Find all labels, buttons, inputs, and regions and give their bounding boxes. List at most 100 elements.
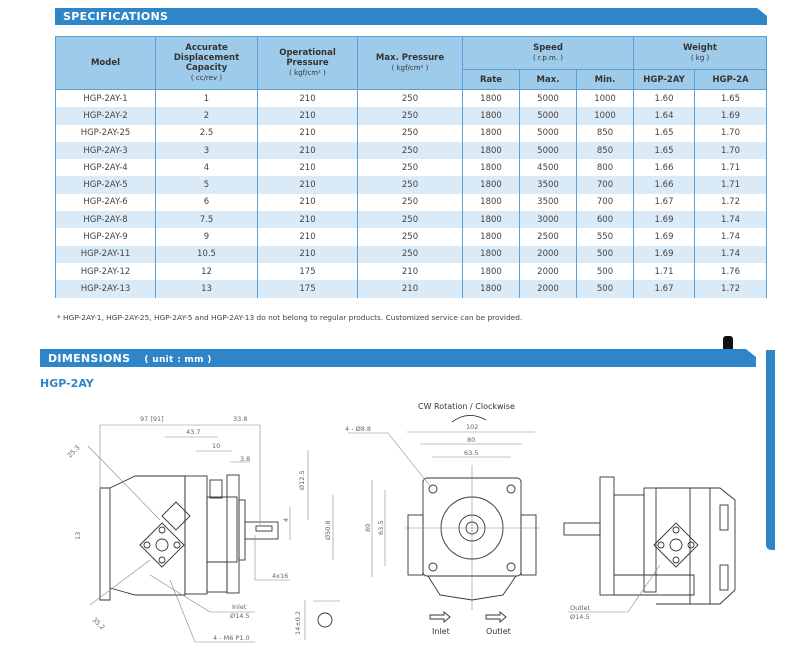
cell-rate: 1800 [462, 280, 520, 298]
cell-min-speed: 600 [575, 211, 635, 229]
cell-displacement: 13 [155, 280, 258, 298]
dimension-label: 4 - M6 P1.0 [213, 634, 250, 642]
header-rate: Rate [462, 69, 520, 90]
cell-weight-2ay: 1.64 [633, 107, 696, 125]
rotation-label: CW Rotation / Clockwise [418, 402, 515, 411]
cell-op-pressure: 210 [257, 141, 358, 160]
dimension-label: 80 [364, 524, 372, 532]
dimension-label: 63.5 [464, 449, 478, 457]
cell-displacement: 5 [155, 176, 258, 194]
cell-max-pressure: 250 [357, 107, 463, 125]
cell-op-pressure: 210 [257, 176, 358, 194]
cell-op-pressure: 210 [257, 245, 358, 263]
dimensions-title: DIMENSIONS [48, 352, 131, 365]
cell-min-speed: 500 [575, 245, 635, 263]
cell-weight-2a: 1.76 [694, 262, 768, 281]
cell-displacement: 10.5 [155, 245, 258, 263]
header-speed: Speed( r.p.m. ) [461, 36, 635, 70]
specifications-table: Model Accurate Displacement Capacity( cc… [55, 36, 768, 298]
cell-min-speed: 1000 [575, 89, 635, 108]
cell-displacement: 2 [155, 107, 258, 125]
outlet-arrow-icon [485, 611, 507, 623]
table-row: HGP-2AY-2 2 210 250 1800 5000 1000 1.64 1.69 [55, 107, 768, 125]
table-row: HGP-2AY-13 13 175 210 1800 2000 500 1.67 1.72 [55, 280, 768, 298]
dimension-label: Inlet [232, 603, 247, 611]
specifications-header: SPECIFICATIONS [55, 8, 767, 25]
cell-rate: 1800 [462, 245, 520, 263]
cell-displacement: 3 [155, 141, 258, 160]
dimension-label: Outlet [570, 604, 591, 612]
cell-weight-2a: 1.65 [694, 89, 768, 108]
cell-model: HGP-2AY-8 [55, 211, 156, 229]
header-weight: Weight( kg ) [633, 36, 768, 70]
dimension-label: 4x16 [272, 572, 288, 580]
dimension-label: 43.7 [186, 428, 200, 436]
footnote: * HGP-2AY-1, HGP-2AY-25, HGP-2AY-5 and H… [57, 313, 523, 322]
cell-rate: 1800 [462, 141, 520, 160]
cell-weight-2ay: 1.69 [633, 245, 696, 263]
cell-max-speed: 2000 [519, 245, 577, 263]
dimension-label: Ø14.5 [230, 612, 250, 620]
cell-weight-2a: 1.72 [694, 193, 768, 212]
model-label: HGP-2AY [40, 377, 94, 390]
cell-rate: 1800 [462, 211, 520, 229]
dimension-label: 13 [74, 532, 82, 540]
dimension-label: 14±0.2 [294, 611, 302, 635]
cell-weight-2a: 1.74 [694, 228, 768, 246]
dimension-label: 97 [91] [140, 415, 164, 423]
cell-min-speed: 550 [575, 228, 635, 246]
cell-weight-2a: 1.71 [694, 159, 768, 177]
dimensions-header: DIMENSIONS ( unit : mm ) [40, 349, 756, 367]
cell-min-speed: 850 [575, 124, 635, 142]
dimension-label: 33.8 [233, 415, 247, 423]
table-row: HGP-2AY-11 10.5 210 250 1800 2000 500 1.69 1.74 [55, 245, 768, 263]
header-displacement: Accurate Displacement Capacity( cc/rev ) [155, 36, 258, 90]
header-min: Min. [575, 69, 635, 90]
cell-weight-2a: 1.69 [694, 107, 768, 125]
dimension-label: 4 - Ø8.8 [345, 425, 371, 433]
table-row: HGP-2AY-4 4 210 250 1800 4500 800 1.66 1.71 [55, 159, 768, 177]
dimension-label: Ø50.8 [324, 520, 332, 540]
table-row: HGP-2AY-12 12 175 210 1800 2000 500 1.71 1.76 [55, 262, 768, 281]
cell-weight-2a: 1.70 [694, 141, 768, 160]
cell-min-speed: 1000 [575, 107, 635, 125]
header-weight-2ay: HGP-2AY [633, 69, 696, 90]
cell-weight-2ay: 1.66 [633, 176, 696, 194]
cell-min-speed: 700 [575, 193, 635, 212]
inlet-label: Inlet [432, 627, 450, 636]
cell-weight-2a: 1.74 [694, 211, 768, 229]
cell-model: HGP-2AY-3 [55, 141, 156, 160]
cell-weight-2ay: 1.67 [633, 280, 696, 298]
inlet-arrow-icon [429, 611, 451, 623]
header-weight-2a: HGP-2A [694, 69, 768, 90]
cell-min-speed: 850 [575, 141, 635, 160]
cell-weight-2a: 1.70 [694, 124, 768, 142]
cell-max-pressure: 250 [357, 245, 463, 263]
cell-max-pressure: 250 [357, 141, 463, 160]
header-max: Max. [519, 69, 577, 90]
outlet-label: Outlet [486, 627, 511, 636]
table-row: HGP-2AY-5 5 210 250 1800 3500 700 1.66 1.71 [55, 176, 768, 194]
cell-min-speed: 800 [575, 159, 635, 177]
cell-min-speed: 500 [575, 262, 635, 281]
cell-max-pressure: 250 [357, 176, 463, 194]
dimension-label: 102 [466, 423, 478, 431]
cell-max-speed: 3000 [519, 211, 577, 229]
cell-weight-2a: 1.71 [694, 176, 768, 194]
side-view-left: 97 [91] 33.8 43.7 10 3.8 25.3 13 35.2 Ø1… [66, 415, 340, 643]
dimension-label: 63.5 [377, 521, 385, 535]
dimension-label: 4 [282, 518, 290, 522]
cell-weight-2ay: 1.65 [633, 141, 696, 160]
cell-rate: 1800 [462, 107, 520, 125]
header-max-pressure: Max. Pressure( kgf/cm² ) [357, 36, 463, 90]
cell-max-speed: 3500 [519, 176, 577, 194]
cell-model: HGP-2AY-5 [55, 176, 156, 194]
dimension-label: Ø12.5 [298, 470, 306, 490]
dimension-label: 3.8 [240, 455, 250, 463]
table-row: HGP-2AY-1 1 210 250 1800 5000 1000 1.60 1.65 [55, 89, 768, 108]
table-row: HGP-2AY-6 6 210 250 1800 3500 700 1.67 1.72 [55, 193, 768, 212]
cell-op-pressure: 175 [257, 280, 358, 298]
dimensions-unit: ( unit : mm ) [144, 355, 212, 365]
table-row: HGP-2AY-8 7.5 210 250 1800 3000 600 1.69 1.74 [55, 211, 768, 229]
cell-model: HGP-2AY-13 [55, 280, 156, 298]
